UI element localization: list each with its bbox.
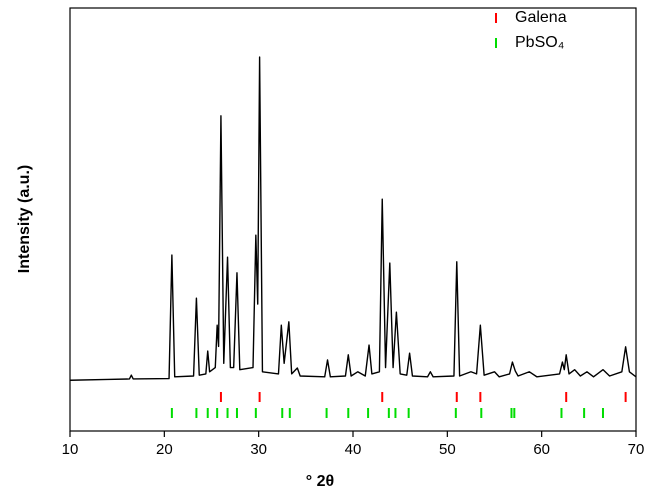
legend-label: PbSO₄	[515, 34, 564, 51]
x-tick-label: 30	[250, 441, 267, 458]
legend-label: Galena	[515, 9, 567, 26]
y-axis-label: Intensity (a.u.)	[16, 165, 33, 273]
plot-frame	[69, 7, 637, 432]
x-tick-label: 60	[533, 441, 550, 458]
x-axis-label: ° 2θ	[306, 473, 334, 490]
x-tick-label: 70	[628, 441, 645, 458]
x-tick-label: 40	[345, 441, 362, 458]
x-tick-label: 10	[62, 441, 79, 458]
pattern-line	[69, 56, 637, 381]
x-tick-label: 20	[156, 441, 173, 458]
x-tick-label: 50	[439, 441, 456, 458]
